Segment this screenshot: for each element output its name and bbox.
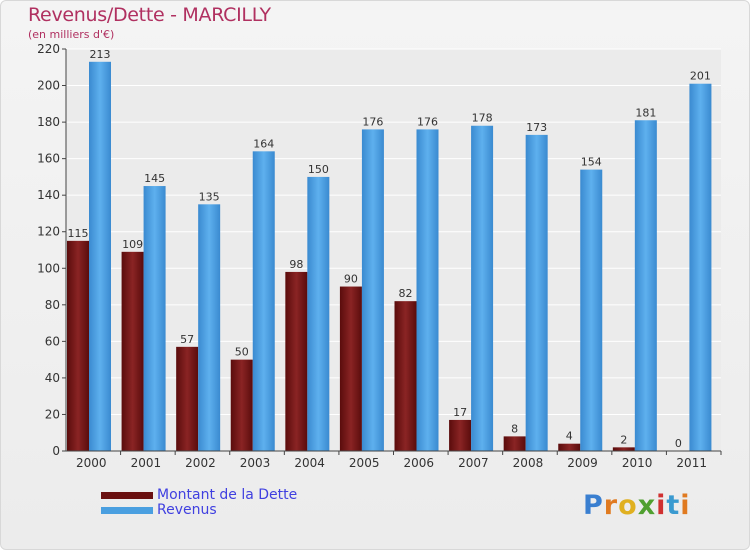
bar-dette xyxy=(339,286,362,451)
bar-dette xyxy=(558,443,581,451)
x-tick-label: 2008 xyxy=(513,456,544,470)
data-label-revenus: 213 xyxy=(90,48,111,61)
bar-revenus xyxy=(252,151,275,451)
logo-letter: t xyxy=(666,490,681,521)
data-label-dette: 57 xyxy=(180,333,194,346)
bar-dette xyxy=(503,436,526,451)
y-tick-label: 100 xyxy=(37,261,60,275)
data-label-revenus: 150 xyxy=(308,163,329,176)
data-label-dette: 17 xyxy=(453,406,467,419)
bar-revenus xyxy=(143,186,166,451)
y-tick-label: 20 xyxy=(45,407,60,421)
data-label-revenus: 135 xyxy=(199,190,220,203)
bar-dette xyxy=(176,346,199,451)
chart-title: Revenus/Dette - MARCILLY xyxy=(28,4,271,26)
bar-revenus xyxy=(634,120,657,451)
data-label-revenus: 176 xyxy=(417,115,438,128)
bar-dette xyxy=(67,240,89,451)
y-tick-label: 220 xyxy=(37,42,60,56)
logo-letter: i xyxy=(656,490,667,521)
x-tick-label: 2001 xyxy=(131,456,162,470)
legend-swatch-dette xyxy=(101,492,153,499)
data-label-revenus: 154 xyxy=(581,156,602,169)
data-label-revenus: 173 xyxy=(526,121,547,134)
bar-revenus xyxy=(416,129,439,451)
bar-revenus xyxy=(471,125,494,451)
bar-revenus xyxy=(89,61,111,452)
data-label-revenus: 176 xyxy=(362,115,383,128)
data-label-dette: 4 xyxy=(566,430,573,443)
data-label-dette: 98 xyxy=(289,258,303,271)
logo-letter: o xyxy=(618,490,638,521)
y-tick-label: 40 xyxy=(45,371,60,385)
logo-letter: x xyxy=(637,490,657,521)
y-tick-label: 120 xyxy=(37,225,60,239)
proxiti-logo: Proxiti xyxy=(583,490,691,521)
x-tick-label: 2004 xyxy=(294,456,325,470)
bar-dette xyxy=(121,251,144,451)
data-label-dette: 82 xyxy=(399,287,413,300)
x-tick-label: 2003 xyxy=(240,456,271,470)
y-tick-label: 160 xyxy=(37,152,60,166)
y-tick-label: 180 xyxy=(37,115,60,129)
data-label-dette: 115 xyxy=(68,227,89,240)
data-label-revenus: 145 xyxy=(144,172,165,185)
bar-dette xyxy=(230,359,253,451)
x-tick-label: 2010 xyxy=(622,456,653,470)
plot-area xyxy=(66,49,721,451)
bar-dette xyxy=(449,419,472,451)
y-tick-label: 0 xyxy=(52,444,60,458)
legend-label-revenus: Revenus xyxy=(157,502,217,518)
logo-letter: i xyxy=(680,490,691,521)
bar-revenus xyxy=(580,169,603,451)
data-label-dette: 109 xyxy=(122,238,143,251)
data-label-dette: 2 xyxy=(620,433,627,446)
data-label-revenus: 178 xyxy=(472,112,493,125)
legend-swatch-revenus xyxy=(101,507,153,514)
chart-subtitle: (en milliers d'€) xyxy=(28,28,115,41)
data-label-dette: 8 xyxy=(511,422,518,435)
data-label-dette: 90 xyxy=(344,273,358,286)
x-tick-label: 2000 xyxy=(76,456,107,470)
x-tick-label: 2011 xyxy=(676,456,707,470)
bar-revenus xyxy=(361,129,384,451)
bar-revenus xyxy=(689,83,712,451)
logo-letter: P xyxy=(583,490,604,521)
legend-label-dette: Montant de la Dette xyxy=(157,487,298,503)
y-tick-label: 80 xyxy=(45,298,60,312)
data-label-revenus: 201 xyxy=(690,70,711,83)
bar-revenus xyxy=(525,134,548,451)
data-label-revenus: 181 xyxy=(635,106,656,119)
y-tick-label: 200 xyxy=(37,79,60,93)
x-tick-label: 2007 xyxy=(458,456,489,470)
logo-letter: r xyxy=(603,490,619,521)
x-tick-label: 2009 xyxy=(567,456,598,470)
bar-dette xyxy=(612,447,635,451)
bar-dette xyxy=(394,301,417,451)
bar-revenus xyxy=(198,204,221,451)
data-label-revenus: 164 xyxy=(253,137,274,150)
bar-dette xyxy=(285,271,308,451)
x-tick-label: 2002 xyxy=(185,456,216,470)
x-tick-label: 2005 xyxy=(349,456,380,470)
bar-revenus xyxy=(307,176,330,451)
data-label-dette: 0 xyxy=(675,437,682,450)
data-label-dette: 50 xyxy=(235,346,249,359)
y-tick-label: 60 xyxy=(45,334,60,348)
y-tick-label: 140 xyxy=(37,188,60,202)
x-tick-label: 2006 xyxy=(404,456,435,470)
